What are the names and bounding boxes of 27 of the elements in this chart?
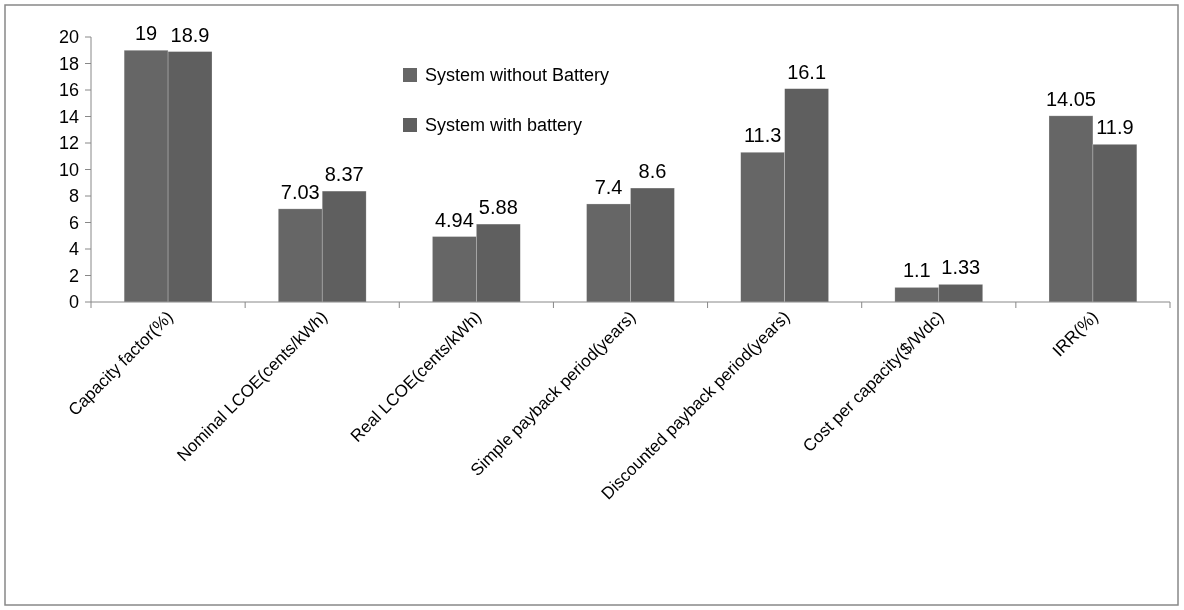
data-label: 8.37 <box>324 163 364 186</box>
data-label: 18.9 <box>170 23 210 46</box>
y-tick-label: 14 <box>58 106 79 127</box>
y-tick-label: 12 <box>58 133 79 154</box>
data-label: 1.1 <box>902 259 931 282</box>
data-label: 11.9 <box>1096 116 1134 139</box>
y-tick-label: 6 <box>68 212 79 233</box>
data-label: 8.6 <box>638 160 667 183</box>
data-label: 14.05 <box>1045 87 1096 110</box>
legend-label: System without Battery <box>425 65 610 86</box>
data-label: 1.33 <box>941 256 981 279</box>
data-label: 5.88 <box>478 196 518 219</box>
y-tick-label: 18 <box>58 53 79 74</box>
y-tick-label: 10 <box>58 159 79 180</box>
y-tick-label: 0 <box>68 292 79 313</box>
data-label: 4.94 <box>434 208 474 231</box>
y-tick-label: 20 <box>58 27 79 48</box>
y-tick-label: 8 <box>68 186 79 207</box>
data-label: 7.4 <box>594 175 623 198</box>
y-tick-label: 16 <box>58 80 79 101</box>
data-label: 19 <box>134 22 158 45</box>
data-label: 7.03 <box>280 180 320 203</box>
y-tick-label: 4 <box>68 239 79 260</box>
legend-label: System with battery <box>425 115 583 136</box>
data-label: 11.3 <box>743 124 782 147</box>
data-label: 16.1 <box>787 60 827 83</box>
y-tick-label: 2 <box>68 265 79 286</box>
